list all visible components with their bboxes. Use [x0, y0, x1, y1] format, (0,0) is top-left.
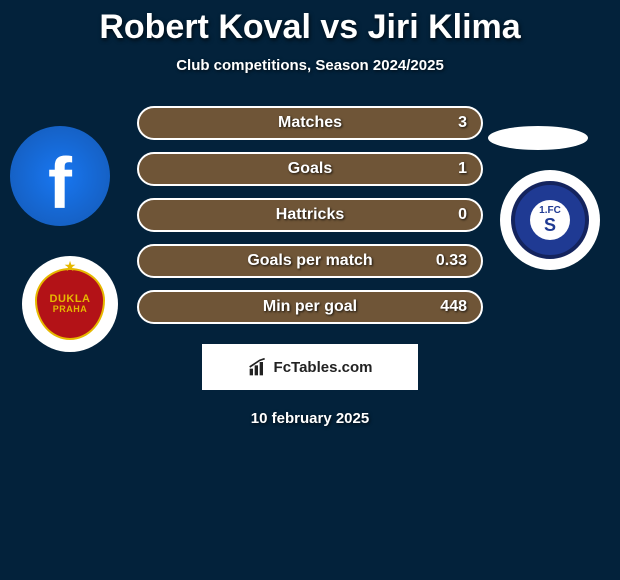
player1-club-badge: ★ DUKLA PRAHA [22, 256, 118, 352]
player2-club-badge: 1.FC S [500, 170, 600, 270]
slovacko-crest: 1.FC S [511, 181, 589, 259]
slovacko-center: 1.FC S [530, 200, 570, 240]
facebook-icon: f [48, 143, 72, 225]
dukla-crest: ★ DUKLA PRAHA [35, 268, 105, 340]
dukla-text-bottom: PRAHA [53, 305, 88, 315]
source-brand-box[interactable]: FcTables.com [202, 344, 418, 390]
comparison-date: 10 february 2025 [0, 410, 620, 427]
comparison-title: Robert Koval vs Jiri Klima [0, 0, 620, 47]
stat-label: Min per goal [263, 298, 357, 316]
stat-bar: Hattricks 0 [137, 198, 483, 232]
stat-bar: Goals per match 0.33 [137, 244, 483, 278]
player1-avatar: f [10, 126, 110, 226]
stat-value: 1 [458, 160, 467, 178]
stat-value: 3 [458, 114, 467, 132]
slovacko-text-bottom: S [544, 216, 556, 234]
stat-value: 448 [440, 298, 467, 316]
stat-label: Matches [278, 114, 342, 132]
stat-bar: Matches 3 [137, 106, 483, 140]
player2-avatar-placeholder [488, 126, 588, 150]
source-brand-text: FcTables.com [274, 359, 373, 376]
stat-label: Goals [288, 160, 332, 178]
stat-value: 0 [458, 206, 467, 224]
stat-label: Hattricks [276, 206, 344, 224]
star-icon: ★ [64, 258, 77, 275]
stat-bar: Goals 1 [137, 152, 483, 186]
stat-value: 0.33 [436, 252, 467, 270]
comparison-subtitle: Club competitions, Season 2024/2025 [0, 57, 620, 74]
stat-label: Goals per match [247, 252, 372, 270]
stat-bar: Min per goal 448 [137, 290, 483, 324]
chart-icon [248, 357, 268, 377]
